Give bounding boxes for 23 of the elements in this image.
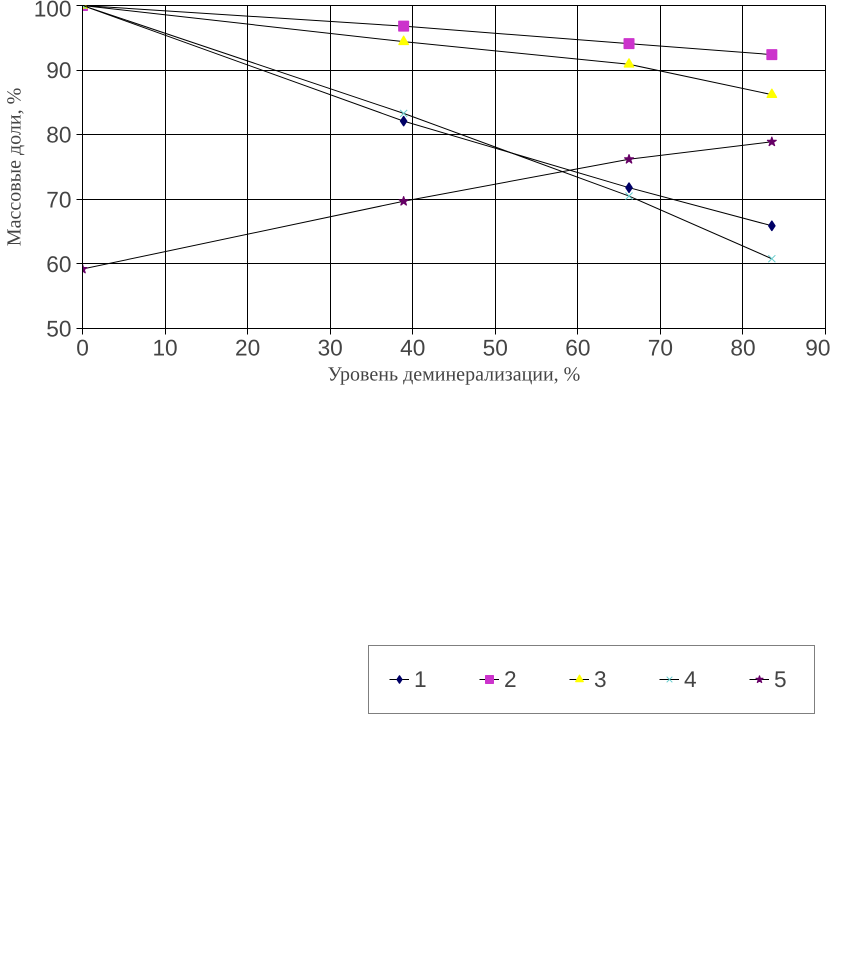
x-tick-label: 90 <box>805 334 830 360</box>
y-axis-title: Массовые доли, % <box>4 88 26 246</box>
x-tick-label: 40 <box>400 334 426 360</box>
y-tick-label: 70 <box>46 186 72 212</box>
x-tick-label: 60 <box>565 334 590 360</box>
legend-label: 5 <box>774 666 788 692</box>
y-tick-label: 50 <box>46 316 72 342</box>
legend-label: 1 <box>414 666 428 692</box>
y-tick-label: 60 <box>46 250 72 277</box>
x-tick-label: 0 <box>76 334 89 360</box>
y-tick-label: 90 <box>46 57 72 84</box>
x-tick-label: 20 <box>235 334 260 360</box>
x-tick-label: 30 <box>318 334 343 360</box>
y-tick-label: 80 <box>46 122 72 148</box>
legend-label: 3 <box>594 666 608 692</box>
x-tick-label: 80 <box>730 334 756 360</box>
x-tick-label: 70 <box>648 334 673 360</box>
x-tick-label: 10 <box>152 334 178 360</box>
legend-label: 4 <box>684 666 698 692</box>
y-tick-label: 100 <box>34 0 72 22</box>
x-tick-label: 50 <box>482 334 508 360</box>
legend-label: 2 <box>504 666 518 692</box>
x-axis-title: Уровень деминерализации, % <box>328 364 580 386</box>
